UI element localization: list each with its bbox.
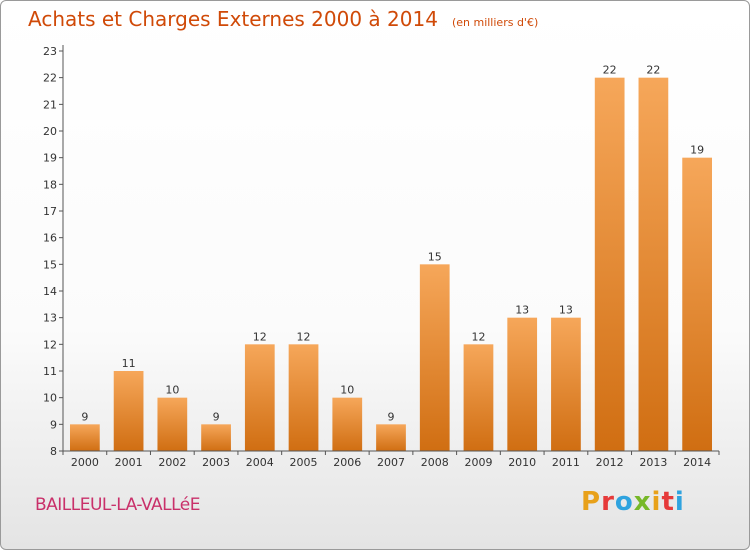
y-tick-label-15: 15 bbox=[43, 258, 57, 271]
y-tick-label-23: 23 bbox=[43, 45, 57, 58]
y-tick-label-10: 10 bbox=[43, 392, 57, 405]
x-tick-label-2007: 2007 bbox=[377, 456, 405, 469]
value-label-2002: 10 bbox=[165, 384, 179, 397]
bar-2009 bbox=[463, 344, 494, 451]
bar-2003 bbox=[201, 424, 231, 451]
bar-2007 bbox=[376, 424, 406, 451]
y-tick-label-21: 21 bbox=[43, 98, 57, 111]
bars-layer: 9 11 10 9 12 12 10 9 15 12 13 13 22 22 19 bbox=[69, 64, 713, 452]
x-tick-label-2008: 2008 bbox=[421, 456, 449, 469]
y-tick-label-20: 20 bbox=[43, 125, 57, 138]
value-label-2013: 22 bbox=[646, 64, 660, 77]
value-label-2010: 13 bbox=[515, 304, 529, 317]
bar-2014 bbox=[682, 157, 713, 451]
x-tick-label-2010: 2010 bbox=[508, 456, 536, 469]
logo-letter-3: x bbox=[633, 487, 652, 517]
y-tick-label-22: 22 bbox=[43, 72, 57, 85]
y-tick-label-13: 13 bbox=[43, 312, 57, 325]
x-tick-label-2014: 2014 bbox=[683, 456, 711, 469]
y-tick-label-9: 9 bbox=[50, 418, 57, 431]
x-tick-label-2003: 2003 bbox=[202, 456, 230, 469]
value-label-2008: 15 bbox=[428, 250, 442, 263]
title-row: Achats et Charges Externes 2000 à 2014 (… bbox=[28, 7, 538, 31]
logo-letter-2: o bbox=[614, 487, 634, 517]
bar-2000 bbox=[69, 424, 100, 451]
logo-letter-5: t bbox=[661, 487, 675, 517]
x-tick-label-2012: 2012 bbox=[596, 456, 624, 469]
x-tick-label-2013: 2013 bbox=[639, 456, 667, 469]
proxiti-logo: Proxiti bbox=[581, 487, 685, 517]
value-label-2012: 22 bbox=[603, 64, 617, 77]
bar-2002 bbox=[157, 397, 188, 451]
y-tick-label-16: 16 bbox=[43, 232, 57, 245]
bar-2006 bbox=[332, 397, 363, 451]
x-tick-label-2004: 2004 bbox=[246, 456, 274, 469]
bar-2004 bbox=[244, 344, 275, 451]
value-label-2001: 11 bbox=[122, 357, 136, 370]
chart-subtitle: (en milliers d'€) bbox=[451, 16, 539, 29]
value-label-2007: 9 bbox=[388, 410, 395, 423]
y-tick-label-12: 12 bbox=[43, 338, 57, 351]
axes-layer: 2000 2001 2002 2003 2004 2005 2006 2007 2008 2009… bbox=[43, 45, 720, 469]
bar-2013 bbox=[638, 77, 669, 452]
x-tick-label-2001: 2001 bbox=[115, 456, 143, 469]
y-tick-label-14: 14 bbox=[43, 285, 57, 298]
bar-2010 bbox=[507, 317, 538, 451]
x-tick-label-2006: 2006 bbox=[333, 456, 361, 469]
x-tick-label-2000: 2000 bbox=[71, 456, 99, 469]
value-label-2004: 12 bbox=[253, 330, 267, 343]
logo-letter-4: i bbox=[651, 487, 662, 517]
value-label-2014: 19 bbox=[690, 144, 704, 157]
logo-letter-1: r bbox=[601, 487, 615, 517]
city-name: BAILLEUL-LA-VALLéE bbox=[35, 495, 201, 515]
chart-title: Achats et Charges Externes 2000 à 2014 bbox=[28, 7, 438, 31]
y-tick-label-17: 17 bbox=[43, 205, 57, 218]
x-tick-label-2009: 2009 bbox=[464, 456, 492, 469]
value-label-2000: 9 bbox=[81, 410, 88, 423]
bar-2012 bbox=[594, 77, 625, 452]
y-tick-label-19: 19 bbox=[43, 152, 57, 165]
value-label-2009: 12 bbox=[471, 330, 485, 343]
bar-2005 bbox=[288, 344, 319, 451]
bar-2011 bbox=[551, 317, 581, 451]
logo-letter-0: P bbox=[581, 487, 602, 517]
value-label-2005: 12 bbox=[297, 330, 311, 343]
x-tick-label-2011: 2011 bbox=[552, 456, 580, 469]
y-tick-label-11: 11 bbox=[43, 365, 57, 378]
logo-letter-6: i bbox=[674, 487, 685, 517]
value-label-2011: 13 bbox=[559, 304, 573, 317]
x-tick-label-2005: 2005 bbox=[290, 456, 318, 469]
value-label-2003: 9 bbox=[213, 410, 220, 423]
bar-2008 bbox=[419, 264, 450, 451]
value-label-2006: 10 bbox=[340, 384, 354, 397]
y-tick-label-18: 18 bbox=[43, 178, 57, 191]
y-tick-label-8: 8 bbox=[50, 445, 57, 458]
x-tick-label-2002: 2002 bbox=[158, 456, 186, 469]
bar-2001 bbox=[113, 371, 144, 451]
